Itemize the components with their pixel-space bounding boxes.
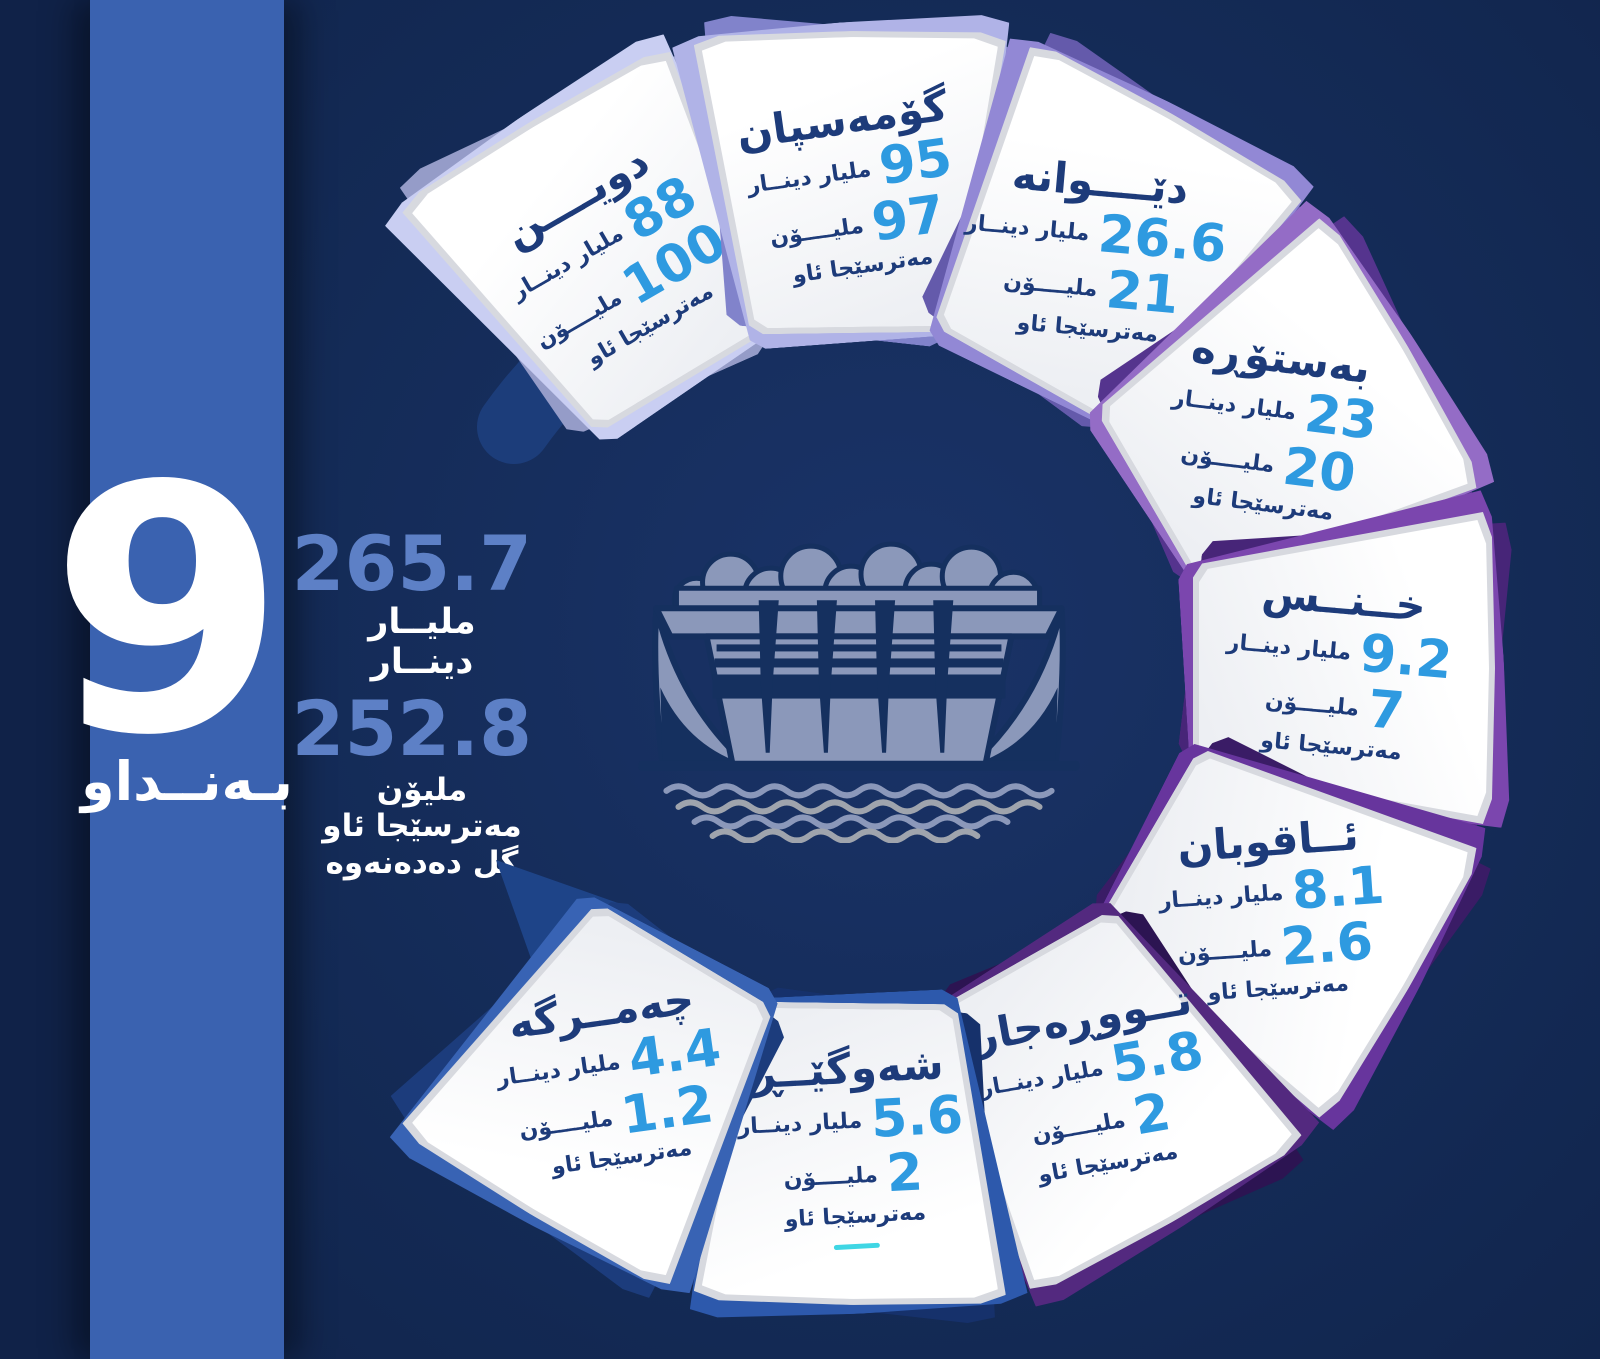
dam-icon — [638, 541, 1080, 843]
dam-water-row: 2 مليــــۆن — [729, 1142, 977, 1208]
dam-water-unit: مليــــۆن — [517, 1106, 615, 1145]
dam-water-unit: مليــــۆن — [1030, 1107, 1128, 1149]
total-cost-value: 265.7 — [291, 519, 532, 608]
dam-water-unit: مليــــۆن — [768, 213, 866, 252]
total-cost-unit: مليــار دينــار — [368, 602, 476, 683]
dam-water-value: 1.2 — [617, 1074, 718, 1148]
dam-cost-value: 4.4 — [624, 1017, 725, 1091]
dam-water-value: 20 — [1279, 437, 1359, 506]
totals-block: 265.7 مليــار دينــار 252.8 مليۆن مەترسێ… — [291, 519, 532, 882]
dam-water-value: 2 — [885, 1142, 925, 1205]
dam-water-value: 2.6 — [1278, 912, 1375, 979]
left-dark-strip — [0, 0, 90, 1359]
dam-cost-value: 8.1 — [1290, 855, 1387, 922]
dam-cost-unit: مليار دينــار — [1225, 629, 1353, 666]
dam-cost-value: 95 — [875, 127, 956, 198]
dam-cost-unit: مليار دينــار — [745, 156, 873, 199]
card-content: چەمــرگە 4.4 مليار دينــار 1.2 مليــــۆن… — [476, 973, 745, 1186]
dam-cost-unit: مليار دينــار — [1170, 385, 1298, 426]
dam-cost-unit: مليار دينــار — [495, 1049, 622, 1092]
dam-cost-unit: مليار دينــار — [964, 210, 1091, 247]
dam-cost-value: 5.8 — [1106, 1020, 1208, 1096]
card-content: بەستۆڕه 23 مليار دينــار 20 مليــــۆن مە… — [1140, 321, 1406, 531]
total-water-unit: مليۆن مەترسێجا ئاو — [322, 771, 522, 844]
dam-water-unit: مليــــۆن — [1179, 442, 1276, 479]
total-water-value: 252.8 — [291, 683, 532, 773]
dam-cost-unit: مليار دينــار — [1157, 880, 1285, 915]
dam-cost-value: 5.6 — [869, 1085, 965, 1150]
dam-water-unit: مليــــۆن — [1002, 269, 1099, 303]
total-water-note: گل دەدەنەوە — [325, 845, 519, 882]
dam-cost-value: 23 — [1301, 383, 1381, 453]
dam-water-unit: مليــــۆن — [1264, 688, 1361, 722]
dam-count-label: بـەنــداو — [81, 750, 293, 813]
dam-count: 9 — [49, 414, 286, 810]
dam-water-unit: مليــــۆن — [782, 1162, 879, 1193]
dam-cost-value: 9.2 — [1357, 623, 1455, 692]
dam-water-value: 2 — [1128, 1082, 1175, 1148]
left-accent-band — [90, 0, 284, 1359]
dam-water-value: 7 — [1365, 679, 1407, 743]
